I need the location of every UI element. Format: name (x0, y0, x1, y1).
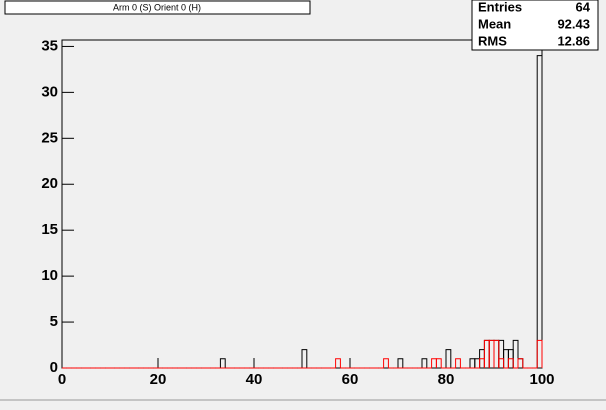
y-tick-label: 20 (41, 175, 58, 192)
x-tick-label: 100 (529, 371, 554, 388)
y-tick-label: 15 (41, 221, 58, 238)
y-tick-label: 30 (41, 83, 58, 100)
histogram-bin (536, 339, 543, 368)
histogram-bin (421, 358, 428, 368)
stat-label: RMS (478, 33, 507, 48)
histogram-bin (512, 339, 519, 368)
stats-box (471, 0, 599, 51)
histogram-bin (219, 358, 226, 368)
histogram-bin (493, 339, 500, 368)
x-tick-label: 0 (58, 371, 66, 388)
histogram-bin (435, 358, 442, 368)
y-tick-label: 10 (41, 267, 58, 284)
y-tick-label: 35 (41, 37, 58, 54)
x-tick-label: 80 (438, 371, 455, 388)
y-tick-label: 25 (41, 129, 58, 146)
histogram-bin (335, 358, 341, 368)
histogram-bin (397, 358, 404, 368)
stat-value: 92.43 (557, 16, 590, 31)
histogram-bin (507, 358, 514, 368)
histogram-bin (498, 358, 505, 368)
title-box (4, 0, 311, 15)
stat-label: Entries (478, 0, 522, 14)
histogram-bin (383, 358, 389, 368)
histogram-bin (536, 55, 543, 368)
histogram-bin (445, 349, 452, 368)
x-tick-label: 40 (246, 371, 263, 388)
histogram-bin (455, 358, 461, 368)
y-tick-label: 5 (50, 313, 58, 330)
x-tick-label: 20 (150, 371, 167, 388)
stat-value: 12.86 (557, 33, 590, 48)
y-tick-label: 0 (50, 359, 58, 376)
stat-label: Mean (478, 16, 511, 31)
stat-value: 64 (576, 0, 591, 14)
title: Arm 0 (S) Orient 0 (H) (113, 2, 201, 12)
x-tick-label: 60 (342, 371, 359, 388)
histogram-bin (301, 349, 308, 368)
histogram-bin (517, 358, 524, 368)
